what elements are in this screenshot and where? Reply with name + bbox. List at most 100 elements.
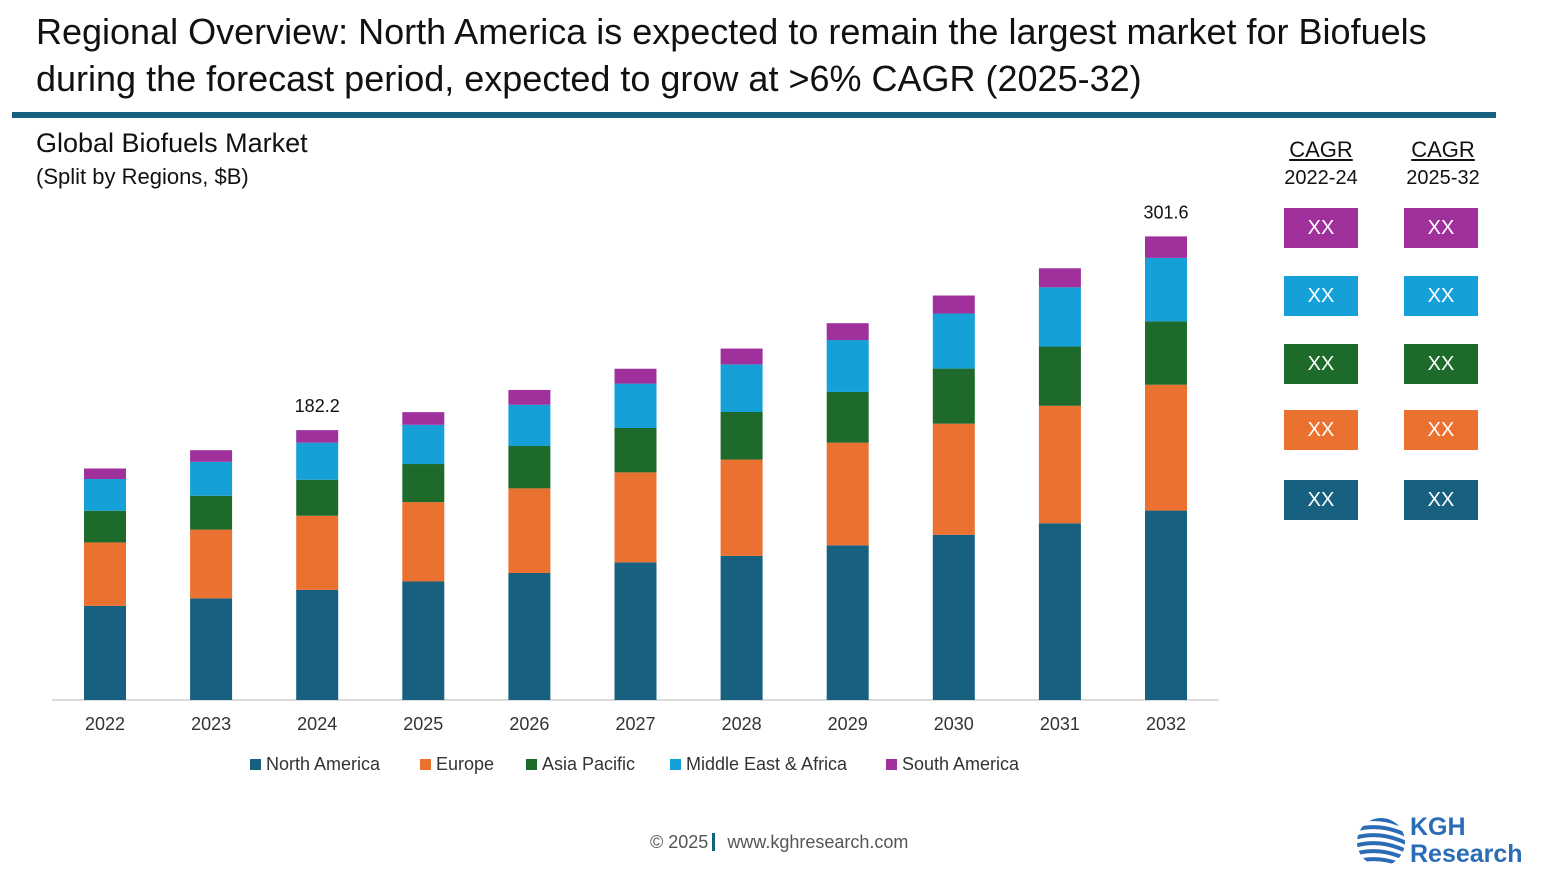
cagr-value-box: XX xyxy=(1404,410,1478,450)
bar-middle-east-africa-2025 xyxy=(402,424,445,465)
bar-europe-2032 xyxy=(1145,384,1187,511)
cagr-value-box: XX xyxy=(1284,208,1358,248)
bar-north-america-2031 xyxy=(1038,523,1081,700)
footer-copyright: © 2025 xyxy=(650,832,709,852)
bar-south-america-2027 xyxy=(614,368,657,384)
legend-swatch xyxy=(886,759,897,770)
bar-south-america-2032 xyxy=(1145,236,1187,258)
bar-south-america-2028 xyxy=(720,348,763,365)
bar-north-america-2022 xyxy=(84,605,126,700)
bar-north-america-2029 xyxy=(826,545,869,700)
cagr-header-label: CAGR xyxy=(1289,137,1353,162)
logo-line-2: Research xyxy=(1410,840,1523,868)
bar-south-america-2025 xyxy=(402,412,445,425)
bar-asia-pacific-2028 xyxy=(720,411,763,460)
cagr-value-box: XX xyxy=(1404,480,1478,520)
legend-swatch xyxy=(526,759,537,770)
bar-europe-2025 xyxy=(402,502,445,582)
cagr-header-period: 2025-32 xyxy=(1406,167,1480,189)
x-tick-label: 2026 xyxy=(509,714,549,734)
bar-south-america-2024 xyxy=(296,430,339,443)
bar-europe-2029 xyxy=(826,442,869,546)
bar-asia-pacific-2031 xyxy=(1038,346,1081,406)
bar-asia-pacific-2023 xyxy=(190,495,233,530)
kgh-research-logo: KGH Research xyxy=(1354,814,1544,872)
bar-middle-east-africa-2028 xyxy=(720,364,763,412)
bar-asia-pacific-2029 xyxy=(826,391,869,443)
bar-middle-east-africa-2030 xyxy=(932,313,975,369)
bar-middle-east-africa-2023 xyxy=(190,461,233,496)
chart-subtitle: (Split by Regions, $B) xyxy=(36,164,249,189)
x-tick-label: 2023 xyxy=(191,714,231,734)
bar-europe-2022 xyxy=(84,542,126,606)
legend-label: Middle East & Africa xyxy=(686,754,848,774)
footer: © 2025 www.kghresearch.com xyxy=(650,832,908,853)
legend-label: North America xyxy=(266,754,381,774)
cagr-value-box: XX xyxy=(1404,344,1478,384)
footer-website: www.kghresearch.com xyxy=(727,832,909,852)
x-tick-label: 2032 xyxy=(1146,714,1186,734)
total-data-label: 182.2 xyxy=(295,396,340,416)
bar-europe-2028 xyxy=(720,459,763,556)
cagr-value-box: XX xyxy=(1284,276,1358,316)
bar-middle-east-africa-2031 xyxy=(1038,287,1081,347)
bar-north-america-2030 xyxy=(932,534,975,700)
bar-middle-east-africa-2024 xyxy=(296,442,339,480)
chart-title: Global Biofuels Market xyxy=(36,128,308,158)
x-tick-label: 2030 xyxy=(934,714,974,734)
bar-europe-2024 xyxy=(296,515,339,590)
logo-line-1: KGH xyxy=(1410,813,1466,841)
page-headline: Regional Overview: North America is expe… xyxy=(36,11,1427,99)
legend-label: Asia Pacific xyxy=(542,754,635,774)
bar-asia-pacific-2022 xyxy=(84,510,126,543)
headline-divider xyxy=(12,112,1496,118)
cagr-value-box: XX xyxy=(1404,208,1478,248)
bar-middle-east-africa-2026 xyxy=(508,404,551,447)
x-tick-label: 2029 xyxy=(828,714,868,734)
bar-asia-pacific-2024 xyxy=(296,479,339,516)
bar-middle-east-africa-2027 xyxy=(614,383,657,428)
bar-middle-east-africa-2022 xyxy=(84,479,126,511)
bar-europe-2031 xyxy=(1038,405,1081,524)
bar-asia-pacific-2032 xyxy=(1145,321,1187,385)
globe-logo-icon xyxy=(1357,818,1405,866)
bar-europe-2027 xyxy=(614,472,657,563)
legend-swatch xyxy=(420,759,431,770)
x-tick-label: 2027 xyxy=(615,714,655,734)
total-data-label: 301.6 xyxy=(1143,202,1188,222)
bar-north-america-2023 xyxy=(190,598,233,700)
footer-separator xyxy=(712,833,716,851)
bar-north-america-2026 xyxy=(508,573,551,700)
bar-europe-2026 xyxy=(508,488,551,574)
cagr-header-period: 2022-24 xyxy=(1284,167,1358,189)
bar-south-america-2022 xyxy=(84,468,126,480)
cagr-value-box: XX xyxy=(1284,480,1358,520)
bar-south-america-2026 xyxy=(508,389,551,405)
bar-south-america-2030 xyxy=(932,295,975,314)
cagr-value-box: XX xyxy=(1284,410,1358,450)
logo-text: KGH Research xyxy=(1410,814,1523,868)
stacked-bar-chart: 2022 2023 2024 182.2 2025 2026 2027 2028 2029 203… xyxy=(52,202,1219,774)
bar-south-america-2031 xyxy=(1038,268,1081,288)
bar-asia-pacific-2030 xyxy=(932,368,975,424)
bar-middle-east-africa-2029 xyxy=(826,340,869,392)
bar-north-america-2025 xyxy=(402,581,445,700)
bar-europe-2023 xyxy=(190,529,233,599)
bar-north-america-2024 xyxy=(296,589,339,700)
cagr-value-box: XX xyxy=(1404,276,1478,316)
bar-asia-pacific-2027 xyxy=(614,427,657,473)
cagr-header-2022-24: CAGR 2022-24 xyxy=(1266,136,1376,192)
x-tick-label: 2024 xyxy=(297,714,337,734)
bar-north-america-2028 xyxy=(720,555,763,700)
legend-label: Europe xyxy=(436,754,494,774)
bar-middle-east-africa-2032 xyxy=(1145,257,1187,322)
x-tick-label: 2028 xyxy=(722,714,762,734)
legend-label: South America xyxy=(902,754,1020,774)
bar-south-america-2029 xyxy=(826,323,869,341)
legend-swatch xyxy=(670,759,681,770)
bar-north-america-2032 xyxy=(1145,510,1187,700)
bar-south-america-2023 xyxy=(190,450,233,462)
cagr-value-box: XX xyxy=(1284,344,1358,384)
legend-swatch xyxy=(250,759,261,770)
bar-europe-2030 xyxy=(932,423,975,535)
